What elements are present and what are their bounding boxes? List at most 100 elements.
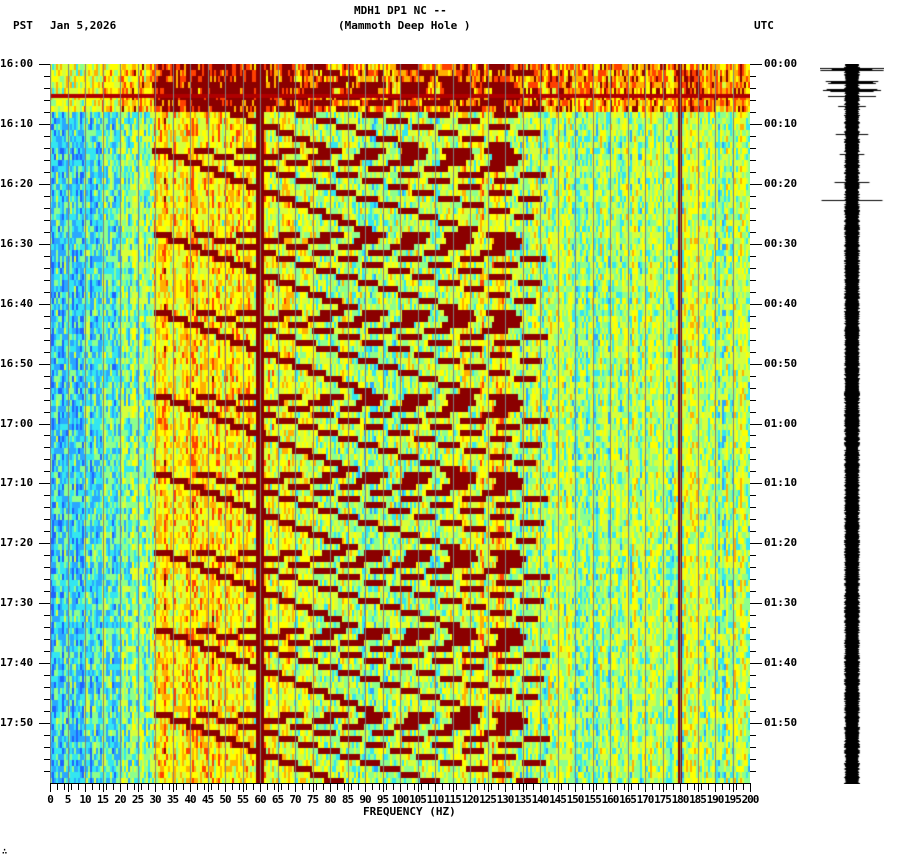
- left-time-label: 17:20: [0, 536, 34, 549]
- x-tick-label: 25: [131, 793, 144, 806]
- x-tick: [330, 784, 331, 792]
- x-tick: [750, 784, 751, 792]
- right-tick: [750, 447, 756, 448]
- x-tick-label: 50: [219, 793, 231, 806]
- left-tick: [44, 471, 50, 472]
- right-tick: [750, 723, 762, 724]
- x-tick: [323, 784, 324, 790]
- left-time-label: 16:00: [0, 57, 34, 70]
- x-tick: [313, 784, 314, 792]
- left-tick: [44, 412, 50, 413]
- right-tick: [750, 675, 756, 676]
- x-tick: [498, 784, 499, 790]
- x-tick: [456, 784, 457, 790]
- x-tick: [561, 784, 562, 790]
- left-tick: [44, 555, 50, 556]
- x-tick: [582, 784, 583, 790]
- left-time-label: 16:50: [0, 357, 34, 370]
- right-time-label: 01:30: [764, 596, 798, 609]
- spectrogram-heatmap: [50, 64, 750, 783]
- left-tick: [44, 651, 50, 652]
- x-tick: [127, 784, 128, 790]
- left-tick: [39, 424, 50, 425]
- x-tick: [278, 784, 279, 792]
- left-tick: [44, 507, 50, 508]
- x-axis-line: [50, 783, 751, 784]
- left-tick: [44, 220, 50, 221]
- right-tick: [750, 591, 756, 592]
- x-tick-label: 95: [376, 793, 389, 806]
- station-title: MDH1 DP1 NC --: [354, 4, 447, 17]
- x-tick: [715, 784, 716, 792]
- x-tick: [407, 784, 408, 790]
- x-tick-label: 150: [566, 793, 585, 806]
- x-tick: [239, 784, 240, 790]
- left-tick: [44, 747, 50, 748]
- left-tick: [44, 759, 50, 760]
- right-tick: [750, 340, 756, 341]
- x-tick: [722, 784, 723, 790]
- x-tick: [488, 784, 489, 792]
- x-tick: [666, 784, 667, 790]
- x-tick: [225, 784, 226, 792]
- left-tick: [44, 352, 50, 353]
- right-tick: [750, 124, 762, 125]
- x-tick-label: 175: [654, 793, 672, 806]
- x-tick: [85, 784, 86, 792]
- left-tick: [39, 543, 50, 544]
- left-tick: [44, 268, 50, 269]
- left-tick: [44, 771, 50, 772]
- x-tick-label: 165: [619, 793, 637, 806]
- right-tick: [750, 76, 756, 77]
- right-tick: [750, 172, 756, 173]
- right-time-label: 01:10: [764, 476, 798, 489]
- right-tick: [750, 747, 756, 748]
- x-tick-label: 90: [359, 793, 371, 806]
- x-tick: [393, 784, 394, 790]
- x-tick: [428, 784, 429, 790]
- x-tick: [141, 784, 142, 790]
- left-tick: [44, 100, 50, 101]
- x-tick: [176, 784, 177, 790]
- right-time-label: 00:40: [764, 297, 798, 310]
- left-tick: [44, 735, 50, 736]
- x-tick: [523, 784, 524, 792]
- right-time-label: 01:20: [764, 536, 798, 549]
- x-tick-label: 105: [409, 793, 427, 806]
- x-tick: [281, 784, 282, 790]
- x-tick: [211, 784, 212, 790]
- x-tick: [533, 784, 534, 790]
- x-tick: [316, 784, 317, 790]
- x-tick: [358, 784, 359, 790]
- left-time-label: 17:10: [0, 476, 34, 489]
- right-tick: [750, 579, 756, 580]
- right-tick: [750, 100, 756, 101]
- x-tick: [477, 784, 478, 790]
- x-tick: [708, 784, 709, 790]
- left-tick: [44, 579, 50, 580]
- left-time-label: 16:20: [0, 177, 34, 190]
- left-tick: [39, 124, 50, 125]
- right-tick: [750, 483, 762, 484]
- x-tick: [106, 784, 107, 790]
- x-tick: [197, 784, 198, 790]
- x-tick: [372, 784, 373, 790]
- left-tick: [39, 723, 50, 724]
- x-tick-label: 100: [391, 793, 410, 806]
- right-tick: [750, 663, 762, 664]
- x-tick: [603, 784, 604, 790]
- right-tick: [750, 435, 756, 436]
- left-tick: [44, 495, 50, 496]
- left-tick: [39, 304, 50, 305]
- x-tick: [148, 784, 149, 790]
- x-tick-label: 145: [549, 793, 567, 806]
- x-tick: [491, 784, 492, 790]
- x-tick: [736, 784, 737, 790]
- x-tick: [348, 784, 349, 792]
- right-tick: [750, 603, 762, 604]
- x-tick: [208, 784, 209, 792]
- x-tick: [344, 784, 345, 790]
- left-tick: [44, 711, 50, 712]
- x-tick: [659, 784, 660, 790]
- right-tick: [750, 627, 756, 628]
